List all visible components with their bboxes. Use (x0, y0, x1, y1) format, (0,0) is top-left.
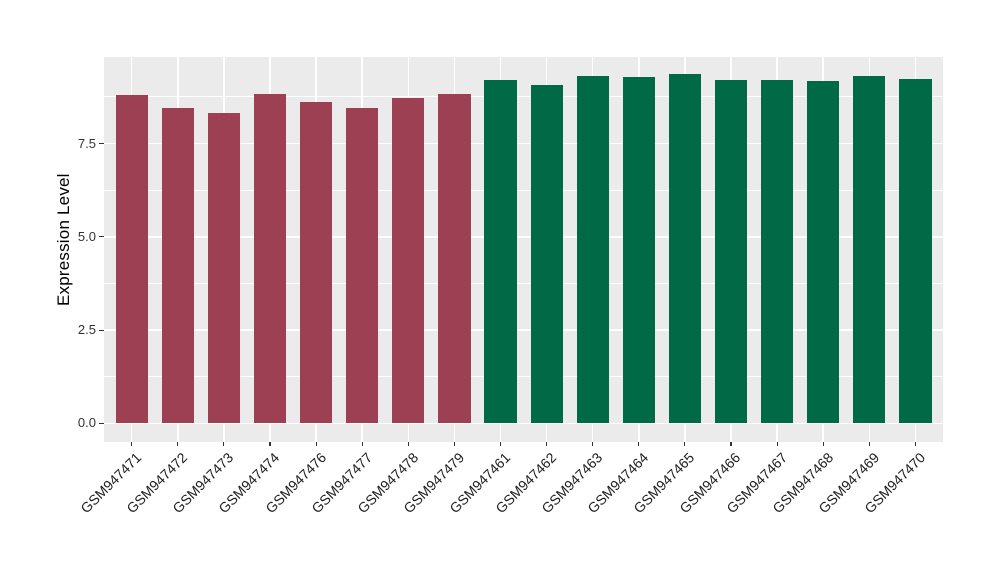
bar-GSM947465 (668, 73, 702, 424)
plot-panel (104, 57, 943, 442)
x-tick-mark (638, 441, 640, 446)
horizontal-gridline (104, 96, 943, 98)
x-tick-mark (177, 441, 179, 446)
x-tick-mark (776, 441, 778, 446)
bar-GSM947469 (853, 76, 886, 424)
y-tick-mark (99, 142, 104, 145)
bar-GSM947470 (899, 78, 932, 424)
bar-GSM947471 (115, 95, 148, 424)
bar-GSM947466 (714, 79, 748, 424)
bar-GSM947478 (392, 98, 425, 424)
bar-GSM947477 (346, 107, 379, 424)
x-tick-mark (407, 441, 409, 446)
y-tick-label: 5.0 (77, 228, 96, 244)
x-tick-mark (546, 441, 548, 446)
x-tick-mark (223, 441, 225, 446)
x-tick-mark (592, 441, 594, 446)
bar-GSM947476 (299, 102, 333, 424)
y-tick-label: 7.5 (77, 135, 96, 151)
x-tick-mark (269, 441, 271, 446)
x-tick-mark (315, 441, 317, 446)
x-tick-mark (131, 441, 133, 446)
x-tick-mark (499, 441, 502, 446)
y-tick-label: 0.0 (77, 415, 96, 431)
y-tick-mark (99, 236, 104, 238)
x-tick-mark (684, 441, 686, 446)
horizontal-gridline (104, 142, 943, 145)
horizontal-gridline (104, 329, 943, 331)
bar-GSM947479 (438, 93, 471, 424)
horizontal-gridline (104, 189, 943, 191)
x-tick-mark (822, 441, 824, 446)
bar-GSM947464 (622, 77, 655, 424)
y-tick-mark (99, 422, 104, 424)
horizontal-gridline (104, 236, 943, 238)
y-tick-mark (99, 329, 104, 331)
bar-GSM947463 (576, 75, 609, 424)
bar-GSM947473 (207, 112, 241, 424)
bar-GSM947468 (807, 80, 840, 424)
bar-GSM947462 (530, 84, 563, 424)
y-tick-label: 2.5 (77, 322, 96, 338)
x-tick-mark (914, 441, 916, 446)
bar-GSM947474 (253, 93, 287, 424)
horizontal-gridline (104, 283, 943, 284)
bar-GSM947467 (761, 79, 794, 424)
x-tick-mark (730, 441, 732, 446)
x-tick-mark (868, 441, 870, 446)
horizontal-gridline (104, 376, 943, 378)
bar-GSM947461 (484, 80, 517, 424)
x-tick-mark (453, 441, 455, 446)
bar-GSM947472 (161, 108, 194, 424)
x-tick-mark (361, 441, 363, 446)
horizontal-gridline (104, 422, 943, 425)
